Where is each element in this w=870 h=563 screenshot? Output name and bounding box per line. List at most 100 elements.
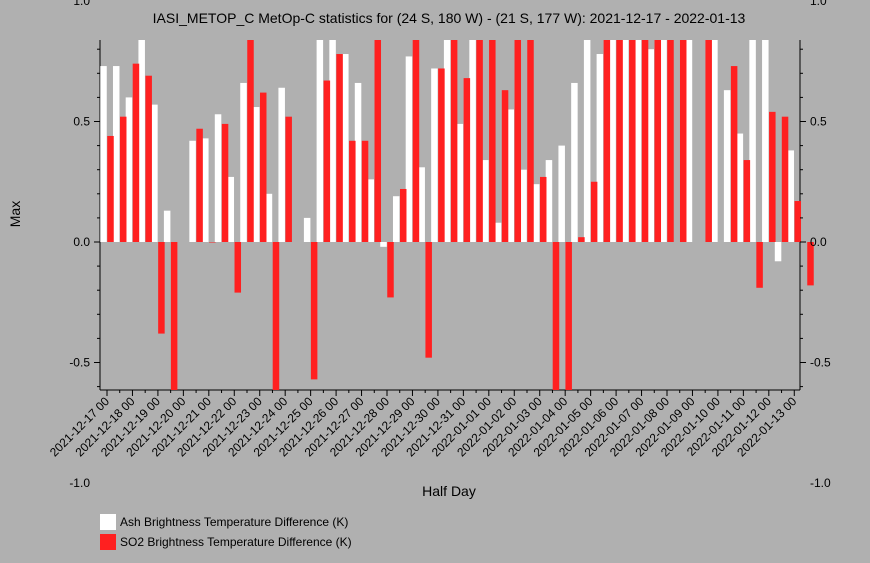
so2-bar: [412, 40, 420, 242]
y-tick-label-right: 1.0: [810, 0, 827, 8]
ash-bar: [558, 145, 565, 242]
ash-bar: [622, 40, 629, 242]
so2-bar: [170, 242, 178, 390]
ash-bar: [240, 82, 247, 242]
ash-bar: [214, 114, 222, 242]
so2-bar: [361, 140, 369, 242]
ash-bar: [112, 66, 120, 242]
ash-bar: [329, 40, 336, 242]
ash-bar: [125, 97, 133, 243]
ash-bar: [545, 160, 553, 242]
y-tick-label-right: 0.5: [810, 115, 827, 129]
ash-bar: [571, 82, 578, 242]
so2-bar: [807, 242, 814, 286]
so2-bar: [323, 80, 331, 242]
so2-bar: [119, 116, 127, 242]
ash-bar: [380, 242, 387, 247]
bars-group: [100, 40, 814, 390]
so2-bar: [539, 176, 547, 242]
ash-bar: [685, 40, 693, 242]
y-axis-right: -1.0-0.50.00.51.01.5: [800, 0, 831, 490]
ash-bar: [252, 107, 260, 242]
so2-bar: [590, 181, 598, 242]
ash-bar: [596, 54, 604, 242]
y-tick-label-left: 0.0: [73, 235, 90, 249]
so2-bar: [514, 40, 522, 242]
ash-bar: [609, 40, 616, 242]
so2-bar: [489, 40, 496, 242]
so2-bar: [107, 135, 114, 242]
ash-bar: [418, 167, 425, 242]
ash-bar: [367, 179, 375, 242]
ash-bar: [151, 104, 158, 242]
ash-bar: [316, 40, 324, 242]
ash-bar: [342, 54, 349, 242]
legend: Ash Brightness Temperature Difference (K…: [100, 512, 352, 552]
so2-bar: [425, 242, 432, 358]
so2-bar: [641, 40, 649, 242]
so2-bar: [310, 242, 318, 380]
so2-bar: [145, 75, 152, 243]
ash-bar: [520, 169, 527, 242]
so2-bar: [578, 237, 585, 242]
so2-bar: [336, 54, 343, 242]
ash-bar: [660, 40, 667, 242]
chart-title: IASI_METOP_C MetOp-C statistics for (24 …: [153, 10, 746, 26]
so2-bar: [158, 242, 165, 334]
ash-bar: [303, 217, 311, 242]
ash-bar: [736, 133, 744, 242]
y-tick-label-left: -0.5: [69, 356, 90, 370]
ash-bar: [774, 242, 782, 262]
y-tick-label-right: 0.0: [810, 235, 827, 249]
so2-bar: [132, 63, 140, 242]
so2-bar: [781, 116, 789, 242]
ash-bar: [507, 109, 515, 242]
so2-bar: [272, 242, 280, 390]
so2-bar: [667, 40, 674, 242]
so2-bar: [209, 242, 216, 243]
so2-bar: [221, 123, 229, 242]
ash-bar: [202, 138, 209, 242]
so2-bar: [743, 160, 751, 242]
ash-bar: [431, 68, 438, 242]
ash-bar: [469, 40, 476, 242]
so2-bar: [679, 40, 687, 242]
x-axis-label: Half Day: [422, 483, 476, 499]
legend-label-so2: SO2 Brightness Temperature Difference (K…: [120, 535, 352, 549]
ash-bar: [138, 40, 145, 242]
ash-bar: [787, 150, 795, 242]
so2-bar: [527, 40, 534, 242]
ash-bar: [163, 210, 171, 242]
ash-bar: [482, 160, 489, 242]
so2-bar: [552, 242, 560, 390]
so2-bar: [196, 128, 203, 242]
so2-bar: [259, 92, 267, 242]
legend-label-ash: Ash Brightness Temperature Difference (K…: [120, 515, 349, 529]
so2-bar: [234, 242, 242, 293]
so2-bar: [769, 111, 776, 242]
y-tick-label-left: -1.0: [69, 476, 90, 490]
so2-bar: [399, 188, 407, 242]
so2-bar: [616, 40, 623, 242]
ash-bar: [634, 40, 642, 242]
ash-bar: [405, 56, 413, 243]
so2-bar: [756, 242, 763, 288]
so2-bar: [450, 40, 458, 242]
ash-bar: [583, 40, 591, 242]
so2-bar: [349, 140, 356, 242]
so2-bar: [705, 40, 712, 242]
legend-item-ash: Ash Brightness Temperature Difference (K…: [100, 512, 352, 532]
y-axis-left: -1.0-0.50.00.51.01.5: [69, 0, 100, 490]
so2-bar: [603, 40, 611, 242]
ash-bar: [762, 40, 769, 242]
ash-bar: [392, 196, 400, 242]
so2-bar: [438, 68, 445, 242]
so2-bar: [387, 242, 394, 298]
so2-bar: [565, 242, 572, 390]
so2-bar: [285, 116, 292, 242]
ash-bar: [189, 140, 196, 242]
so2-bar: [654, 40, 662, 242]
ash-bar: [278, 87, 285, 242]
ash-bar: [494, 222, 502, 242]
so2-bar: [374, 40, 382, 242]
